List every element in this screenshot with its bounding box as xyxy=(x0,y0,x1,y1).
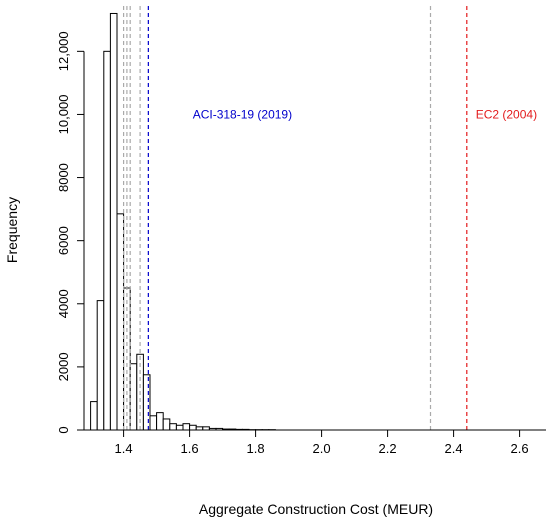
histogram-bar xyxy=(156,412,164,431)
histogram-bar xyxy=(149,415,158,431)
y-tick-label: 10,000 xyxy=(56,95,71,135)
histogram-bar xyxy=(175,424,184,431)
x-tick-label: 2.4 xyxy=(445,441,463,456)
histogram-bar xyxy=(162,418,171,431)
histogram-bar xyxy=(109,12,118,431)
x-tick-label: 2.0 xyxy=(313,441,331,456)
histogram-bar xyxy=(116,213,125,431)
x-tick-label: 1.4 xyxy=(115,441,133,456)
x-tick-label: 2.6 xyxy=(511,441,529,456)
y-axis: 0 2000 4000 6000 8000 10,000 12,000 xyxy=(56,31,85,434)
x-tick-label: 1.6 xyxy=(181,441,199,456)
y-axis-title: Frequency xyxy=(4,197,20,263)
x-axis: 1.4 1.6 1.8 2.0 2.2 2.4 2.6 xyxy=(84,429,546,456)
annotation-label: ACI-318-19 (2019) xyxy=(193,107,292,121)
histogram-bar xyxy=(90,401,98,431)
annotations: ACI-318-19 (2019) EC2 (2004) xyxy=(193,107,537,121)
y-tick-label: 2000 xyxy=(56,352,71,381)
histogram-bar xyxy=(189,424,197,431)
histogram-bar xyxy=(182,423,191,431)
histogram-bar xyxy=(96,300,105,431)
y-tick-label: 4000 xyxy=(56,289,71,318)
histogram-bars xyxy=(90,12,276,431)
x-axis-title: Aggregate Construction Cost (MEUR) xyxy=(199,501,433,517)
y-tick-label: 0 xyxy=(56,426,71,433)
y-tick-label: 6000 xyxy=(56,226,71,255)
y-tick-label: 8000 xyxy=(56,163,71,192)
histogram-bar xyxy=(103,50,111,431)
histogram-bar xyxy=(142,374,151,431)
x-tick-label: 1.8 xyxy=(247,441,265,456)
histogram-bar xyxy=(169,423,177,431)
y-tick-label: 12,000 xyxy=(56,31,71,71)
reference-lines xyxy=(122,6,468,430)
histogram-bar xyxy=(129,363,138,431)
annotation-label: EC2 (2004) xyxy=(476,107,537,121)
x-tick-label: 2.2 xyxy=(379,441,397,456)
